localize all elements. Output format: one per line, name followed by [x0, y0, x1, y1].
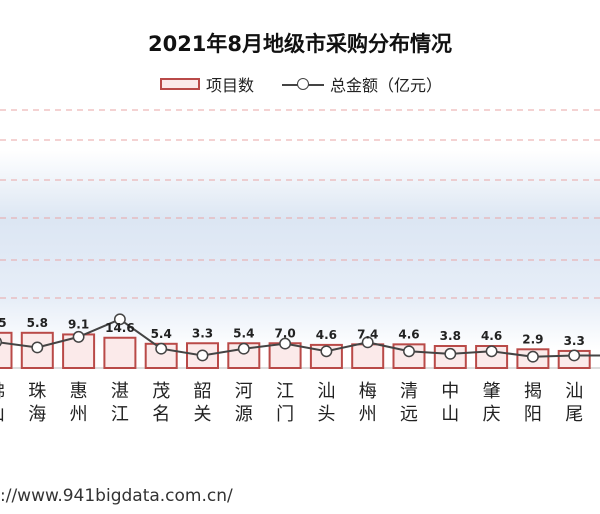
- x-tick-label-韶关-1: 关: [194, 404, 212, 425]
- x-tick-label-河源-0: 河: [235, 381, 253, 402]
- amount-point-肇庆: [485, 345, 498, 358]
- x-tick-label-茂名-0: 茂: [152, 381, 170, 402]
- data-label-中山: 3.8: [440, 329, 461, 343]
- x-tick-label-惠州-1: 州: [70, 404, 88, 425]
- data-label-江门: 7.0: [274, 326, 295, 340]
- x-tick-label-珠海-1: 海: [28, 404, 46, 425]
- x-tick-label-梅州-0: 梅: [359, 381, 377, 402]
- data-label-汕头: 4.6: [316, 328, 337, 342]
- x-tick-label-汕头-0: 汕: [317, 381, 335, 402]
- amount-point-中山: [444, 347, 457, 360]
- amount-point-梅州: [361, 336, 374, 349]
- x-tick-label-韶关-0: 韶: [194, 381, 212, 402]
- amount-point-湛江: [113, 313, 126, 326]
- bar-佛山: [0, 331, 13, 369]
- x-tick-label-梅州-1: 州: [359, 404, 377, 425]
- x-tick-label-揭阳-1: 阳: [524, 404, 542, 425]
- data-label-湛江: 14.6: [105, 321, 135, 335]
- amount-point-茂名: [155, 342, 168, 355]
- amount-point-珠海: [31, 341, 44, 354]
- data-label-佛山: 7.5: [0, 316, 7, 330]
- x-tick-label-佛山-0: 佛: [0, 381, 5, 402]
- data-label-河源: 5.4: [233, 326, 254, 340]
- amount-point-揭阳: [526, 350, 539, 363]
- x-tick-label-惠州-0: 惠: [70, 381, 88, 402]
- background-band: [0, 150, 600, 350]
- x-tick-label-佛山-1: 山: [0, 404, 5, 425]
- legend-bar-label: 项目数: [206, 76, 255, 95]
- data-label-韶关: 3.3: [192, 326, 213, 340]
- x-tick-label-珠海-0: 珠: [28, 381, 46, 402]
- data-label-梅州: 7.4: [357, 327, 378, 341]
- bar-湛江: [103, 336, 137, 369]
- data-label-揭阳: 2.9: [522, 332, 543, 346]
- x-tick-label-清远-0: 清: [400, 381, 418, 402]
- legend-line-swatch: [282, 77, 325, 91]
- x-tick-label-中山-0: 中: [441, 381, 459, 402]
- x-tick-label-汕尾-1: 尾: [565, 404, 583, 425]
- amount-point-惠州: [72, 330, 85, 343]
- legend-bar-swatch: [160, 78, 200, 90]
- chart-legend: 项目数 总金额（亿元）: [160, 74, 443, 95]
- x-tick-label-湛江-0: 湛: [111, 381, 129, 402]
- amount-point-汕头: [320, 345, 333, 358]
- x-tick-label-茂名-1: 名: [152, 404, 170, 425]
- x-tick-label-江门-1: 门: [276, 404, 294, 425]
- x-tick-label-汕头-1: 头: [317, 404, 335, 425]
- data-label-惠州: 9.1: [68, 317, 89, 331]
- x-tick-label-清远-1: 远: [400, 404, 418, 425]
- x-tick-label-中山-1: 山: [441, 404, 459, 425]
- source-url: ://www.941bigdata.com.cn/: [0, 486, 233, 506]
- amount-line: [0, 318, 600, 358]
- amount-point-清远: [403, 345, 415, 358]
- data-label-珠海: 5.8: [27, 316, 48, 330]
- x-tick-label-肇庆-1: 庆: [483, 404, 501, 425]
- data-label-汕尾: 3.3: [564, 334, 585, 348]
- amount-point-韶关: [196, 349, 209, 362]
- chart-title: 2021年8月地级市采购分布情况: [147, 32, 453, 56]
- amount-point-汕尾: [568, 349, 581, 362]
- amount-point-江门: [279, 337, 292, 350]
- x-tick-label-江门-0: 江: [276, 381, 294, 402]
- x-tick-label-肇庆-0: 肇: [483, 381, 501, 402]
- amount-point-河源: [237, 342, 250, 355]
- data-label-肇庆: 4.6: [481, 329, 502, 343]
- x-tick-label-湛江-1: 江: [111, 404, 129, 425]
- x-tick-label-汕尾-0: 汕: [565, 381, 583, 402]
- legend-line-label: 总金额（亿元）: [330, 76, 443, 95]
- x-tick-label-河源-1: 源: [235, 404, 253, 425]
- data-label-清远: 4.6: [398, 327, 419, 341]
- x-tick-label-揭阳-0: 揭: [524, 381, 542, 402]
- amount-point-佛山: [0, 337, 2, 347]
- data-label-茂名: 5.4: [151, 327, 172, 341]
